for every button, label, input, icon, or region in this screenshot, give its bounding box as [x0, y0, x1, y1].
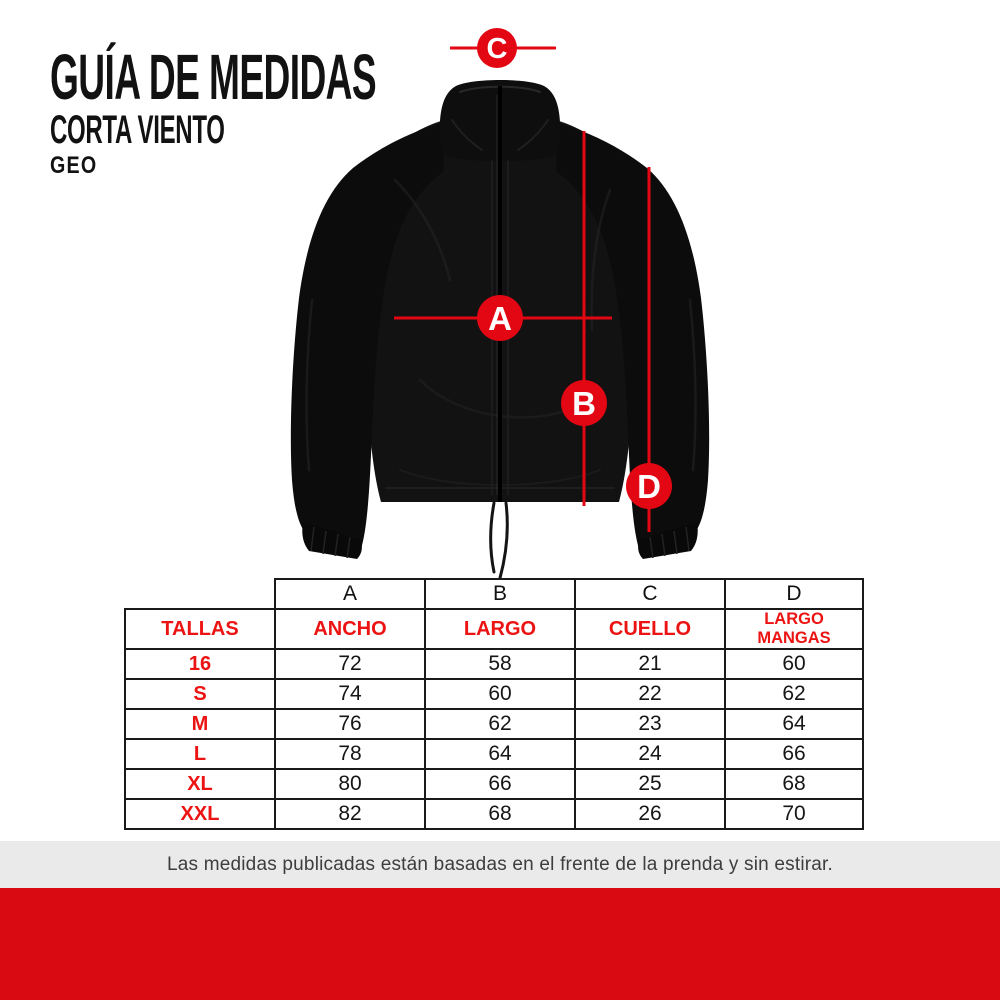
- value-cell: 76: [274, 708, 426, 740]
- value-cell: 24: [574, 738, 726, 770]
- value-cell: 70: [724, 798, 864, 830]
- measurement-note: Las medidas publicadas están basadas en …: [166, 853, 834, 875]
- size-cell: S: [124, 678, 276, 710]
- jacket-left-sleeve: [290, 122, 446, 549]
- table-letter-row: A B C D: [125, 578, 864, 610]
- value-cell: 78: [274, 738, 426, 770]
- page-title: GUÍA DE MEDIDAS: [50, 41, 377, 113]
- value-cell: 66: [424, 768, 576, 800]
- value-cell: 62: [724, 678, 864, 710]
- header-cell: LARGO MANGAS: [724, 608, 864, 650]
- cuff-ribs: [310, 526, 690, 559]
- measurement-note-bar: Las medidas publicadas están basadas en …: [0, 841, 1000, 888]
- size-cell: L: [124, 738, 276, 770]
- marker-c-label: C: [487, 33, 508, 65]
- header-cell: TALLAS: [124, 608, 276, 650]
- value-cell: 60: [724, 648, 864, 680]
- value-cell: 21: [574, 648, 726, 680]
- size-cell: XL: [124, 768, 276, 800]
- marker-d-badge: [626, 463, 672, 509]
- value-cell: 82: [274, 798, 426, 830]
- jacket-measurement-diagram: C A B D: [290, 28, 710, 580]
- table-row: L 78 64 24 66: [124, 738, 864, 770]
- size-cell: 16: [124, 648, 276, 680]
- letter-cell: A: [274, 578, 426, 610]
- value-cell: 74: [274, 678, 426, 710]
- hem-drawstrings: [489, 501, 509, 580]
- marker-b-label: B: [572, 385, 596, 422]
- header-cell: ANCHO: [274, 608, 426, 650]
- marker-b-badge: [561, 380, 607, 426]
- letter-cell: B: [424, 578, 576, 610]
- marker-c-badge: [477, 28, 517, 68]
- value-cell: 66: [724, 738, 864, 770]
- brand-footer: GEO planetsport: [0, 888, 1000, 1000]
- size-table: A B C D TALLAS ANCHO LARGO CUELLO LARGO …: [124, 578, 864, 830]
- jacket-right-cuff: [638, 522, 698, 559]
- size-cell: M: [124, 708, 276, 740]
- letter-cell: C: [574, 578, 726, 610]
- blank-cell: [125, 579, 275, 609]
- value-cell: 25: [574, 768, 726, 800]
- table-row: XXL 82 68 26 70: [124, 798, 864, 830]
- size-cell: XXL: [124, 798, 276, 830]
- value-cell: 62: [424, 708, 576, 740]
- table-row: M 76 62 23 64: [124, 708, 864, 740]
- jacket-right-sleeve: [554, 122, 710, 549]
- title-block: GUÍA DE MEDIDAS CORTA VIENTO GEO: [50, 41, 470, 180]
- table-row: S 74 60 22 62: [124, 678, 864, 710]
- header-cell: LARGO: [424, 608, 576, 650]
- header-cell: CUELLO: [574, 608, 726, 650]
- page-subtitle: CORTA VIENTO: [50, 108, 225, 153]
- value-cell: 64: [724, 708, 864, 740]
- value-cell: 72: [274, 648, 426, 680]
- marker-a-badge: [477, 295, 523, 341]
- value-cell: 60: [424, 678, 576, 710]
- value-cell: 80: [274, 768, 426, 800]
- value-cell: 64: [424, 738, 576, 770]
- value-cell: 68: [424, 798, 576, 830]
- jacket-left-cuff: [302, 522, 362, 559]
- value-cell: 22: [574, 678, 726, 710]
- value-cell: 58: [424, 648, 576, 680]
- value-cell: 26: [574, 798, 726, 830]
- marker-a-label: A: [488, 300, 512, 337]
- value-cell: 68: [724, 768, 864, 800]
- table-row: XL 80 66 25 68: [124, 768, 864, 800]
- value-cell: 23: [574, 708, 726, 740]
- letter-cell: D: [724, 578, 864, 610]
- product-name: GEO: [50, 152, 98, 180]
- table-row: 16 72 58 21 60: [124, 648, 864, 680]
- marker-d-label: D: [637, 468, 661, 505]
- table-header-row: TALLAS ANCHO LARGO CUELLO LARGO MANGAS: [124, 608, 864, 650]
